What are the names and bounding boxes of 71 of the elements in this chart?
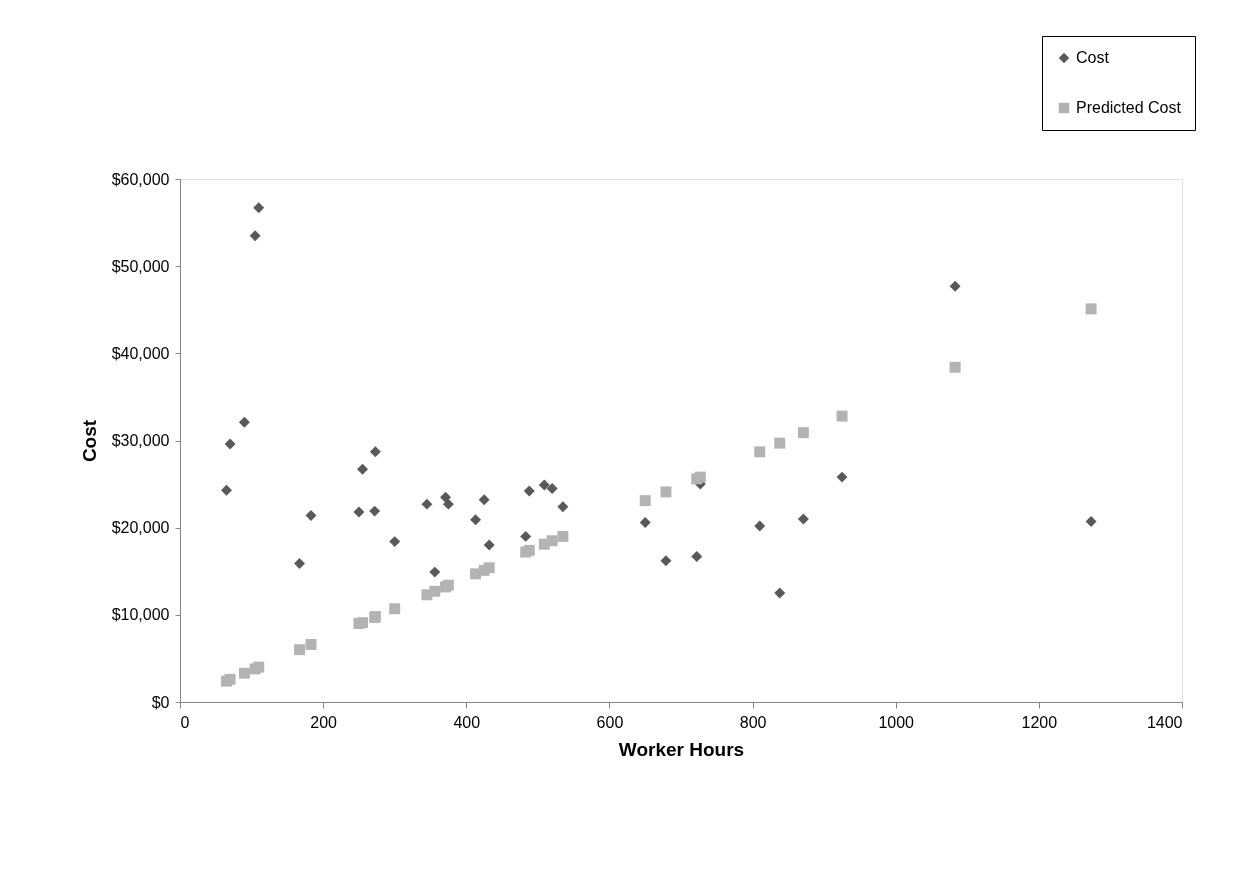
point <box>557 530 569 542</box>
point <box>949 280 961 292</box>
point <box>639 516 651 528</box>
point <box>483 562 495 574</box>
point <box>442 498 454 510</box>
x-tick-label: 1000 <box>878 713 915 731</box>
y-tick-label: $20,000 <box>111 519 170 537</box>
point <box>660 555 672 567</box>
point <box>483 539 495 551</box>
y-tick-label: $60,000 <box>111 170 170 188</box>
point <box>221 484 232 496</box>
x-tick-label: 1200 <box>1021 713 1058 731</box>
point <box>305 638 317 650</box>
x-tick-label: 400 <box>453 713 481 731</box>
y-tick-label: $30,000 <box>111 432 170 449</box>
point <box>639 495 651 507</box>
x-tick-label: 800 <box>739 713 767 731</box>
legend-label: Cost <box>1076 49 1110 66</box>
y-tick-label: $0 <box>151 693 170 711</box>
point <box>357 463 368 475</box>
y-tick-label: $50,000 <box>111 257 170 275</box>
x-tick-label: 200 <box>310 713 338 731</box>
point <box>1085 303 1097 315</box>
point <box>660 486 672 498</box>
y-tick-label: $10,000 <box>111 606 170 624</box>
point <box>546 535 558 547</box>
point <box>369 446 381 458</box>
point <box>389 536 401 548</box>
point <box>754 520 766 532</box>
legend-label: Predicted Cost <box>1076 99 1182 116</box>
point <box>249 230 261 242</box>
point <box>389 603 401 615</box>
point <box>774 587 786 599</box>
x-axis-title: Worker Hours <box>618 738 745 760</box>
point <box>238 416 250 428</box>
point <box>369 505 381 517</box>
point <box>520 530 532 542</box>
point <box>238 667 250 679</box>
point <box>797 513 809 525</box>
y-tick-label: $40,000 <box>111 344 170 362</box>
point <box>774 437 786 449</box>
point <box>353 506 365 518</box>
point <box>224 673 236 685</box>
point <box>429 566 441 578</box>
point <box>440 491 452 503</box>
point <box>836 471 848 483</box>
x-tick-label: 600 <box>596 713 624 731</box>
point <box>538 479 550 491</box>
point <box>429 585 441 597</box>
point <box>294 644 305 656</box>
point <box>836 410 848 422</box>
y-axis-title: Cost <box>78 419 100 463</box>
point <box>797 427 809 439</box>
point <box>253 202 265 214</box>
point <box>1085 516 1097 528</box>
point <box>523 485 535 497</box>
point <box>357 617 368 629</box>
point <box>294 557 305 569</box>
point <box>470 514 482 526</box>
point <box>224 438 236 450</box>
x-tick-label: 0 <box>180 713 190 731</box>
point <box>546 482 558 494</box>
x-tick-label: 1400 <box>1146 713 1183 731</box>
point <box>557 501 569 513</box>
point <box>253 661 265 673</box>
point <box>691 550 703 562</box>
point <box>754 446 766 458</box>
point <box>421 498 433 510</box>
point <box>305 509 317 521</box>
point <box>478 494 490 506</box>
point <box>949 361 961 373</box>
